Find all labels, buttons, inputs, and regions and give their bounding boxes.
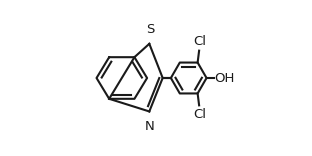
Text: OH: OH <box>215 71 235 85</box>
Text: S: S <box>146 23 154 36</box>
Text: Cl: Cl <box>193 35 206 48</box>
Text: Cl: Cl <box>193 108 206 121</box>
Text: N: N <box>145 120 155 133</box>
